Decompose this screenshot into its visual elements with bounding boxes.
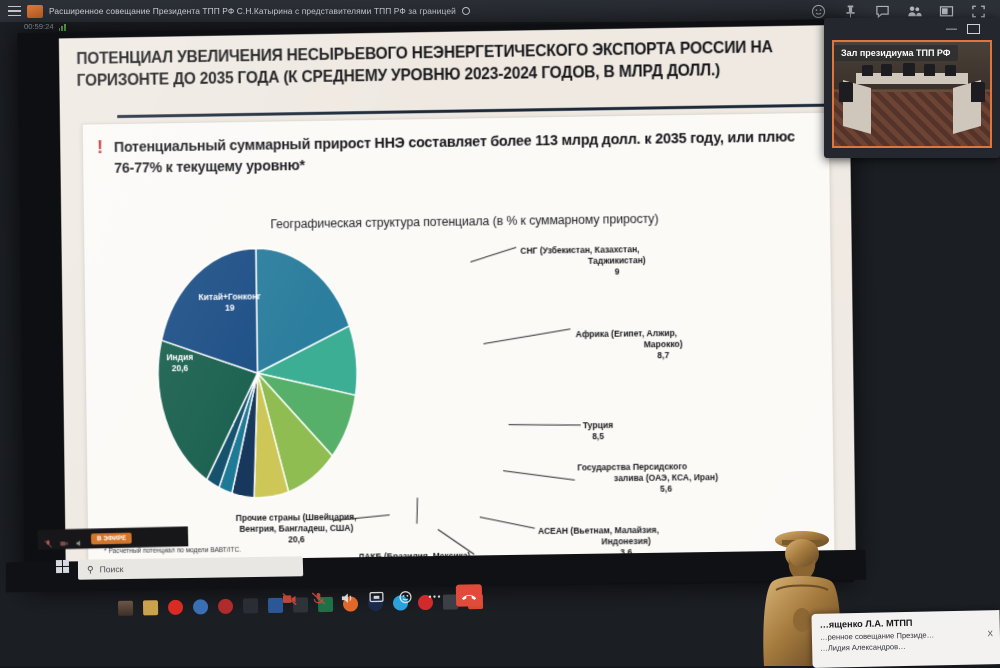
top-bar-actions	[811, 4, 994, 19]
camera-off-icon[interactable]	[59, 535, 68, 546]
callout-other: Прочие страны (Швейцария, Венгрия, Бангл…	[235, 511, 357, 545]
taskbar-app-edge[interactable]	[192, 598, 209, 615]
room-attendee	[971, 81, 986, 103]
slice-inside-label-china: Китай+Гонконг	[198, 291, 261, 302]
callout-gulf: Государства Персидского залива (ОАЭ, КСА…	[577, 461, 719, 495]
leader-line-asean	[479, 516, 535, 529]
pip-minimize-button[interactable]: —	[946, 22, 957, 35]
pie-slice	[257, 326, 357, 397]
leader-line-lacb	[416, 497, 418, 524]
layout-icon[interactable]	[939, 4, 954, 18]
pip-video-feed[interactable]	[832, 40, 992, 148]
pie-slice	[217, 373, 259, 493]
shared-screen-monitor: ПОТЕНЦИАЛ УВЕЛИЧЕНИЯ НЕСЫРЬЕВОГО НЕЭНЕРГ…	[17, 18, 856, 590]
reaction-icon[interactable]	[811, 4, 826, 19]
emoji-button[interactable]	[398, 590, 413, 603]
pie-slice	[256, 247, 350, 373]
search-placeholder: Поиск	[99, 564, 124, 575]
leader-line-turkey	[508, 424, 581, 426]
room-attendee	[924, 63, 936, 77]
pie-chart-svg: Китай+Гонконг 19 Индия 20,6	[122, 242, 394, 505]
mic-muted-icon[interactable]	[44, 535, 53, 544]
menu-icon[interactable]	[8, 5, 21, 17]
leader-line-gulf	[503, 470, 575, 481]
participants-icon[interactable]	[907, 4, 922, 18]
callout-cis: СНГ (Узбекистан, Казахстан, Таджикистан)…	[520, 244, 646, 277]
signal-strength-icon	[58, 23, 66, 31]
room-attendee	[838, 81, 853, 103]
volume-icon[interactable]	[75, 534, 84, 546]
conference-control-bar	[282, 584, 483, 609]
taskbar-app-explorer[interactable]	[142, 599, 159, 615]
chart-title: Географическая структура потенциала (в %…	[270, 211, 659, 232]
search-icon: ⚲	[86, 564, 94, 575]
slide-content-card: ! Потенциальный суммарный прирост ННЭ со…	[81, 111, 836, 575]
chat-icon[interactable]	[875, 4, 890, 19]
slide-footnote: * Расчетный потенциал по модели ВАВТ/ITC…	[104, 546, 241, 556]
record-icon[interactable]	[461, 7, 470, 15]
taskbar-app-media[interactable]	[217, 598, 234, 614]
slice-inside-label-india: Индия	[166, 352, 193, 362]
pie-slice	[205, 373, 259, 488]
pie-slice	[257, 372, 356, 457]
fullscreen-icon[interactable]	[971, 4, 986, 18]
camera-off-button[interactable]	[282, 592, 297, 605]
room-attendee	[880, 63, 892, 77]
live-badge: В ЭФИРЕ	[90, 532, 133, 545]
share-screen-button[interactable]	[369, 590, 384, 603]
pie-slice	[257, 372, 332, 492]
taskbar-app-office[interactable]	[267, 597, 284, 613]
notification-close-icon[interactable]: X	[987, 629, 994, 639]
slice-inside-value-india: 20,6	[172, 363, 189, 373]
taskbar-app-opera[interactable]	[167, 599, 184, 615]
meeting-title: Расширенное совещание Президента ТПП РФ …	[49, 6, 456, 16]
pin-icon[interactable]	[843, 4, 858, 18]
slice-inside-value-china: 19	[225, 303, 235, 313]
exclamation-icon: !	[96, 137, 104, 159]
notification-line-3: …Лидия Александров…	[820, 642, 906, 653]
pip-window-bar: —	[824, 18, 1000, 40]
pip-window[interactable]: — Зал президиума ТПП РФ	[824, 18, 1000, 158]
pie-chart: Китай+Гонконг 19 Индия 20,6	[122, 242, 394, 505]
mic-off-button[interactable]	[311, 591, 326, 604]
pie-slice	[160, 248, 257, 374]
leader-line-cis	[470, 246, 517, 263]
room-attendee	[944, 64, 956, 77]
app-top-bar: Расширенное совещание Президента ТПП РФ …	[0, 0, 1000, 22]
pie-slices	[157, 247, 359, 499]
callout-africa: Африка (Египет, Алжир, Марокко) 8,7	[575, 327, 683, 361]
leader-line-africa	[483, 328, 571, 345]
windows-start-icon[interactable]	[55, 559, 70, 574]
room-attendee	[902, 62, 916, 77]
presentation-slide: ПОТЕНЦИАЛ УВЕЛИЧЕНИЯ НЕСЫРЬЕВОГО НЕЭНЕРГ…	[58, 24, 856, 576]
taskbar-app-ps[interactable]	[242, 597, 259, 614]
notification-toast[interactable]: …ященко Л.А. МТПП …ренное совещание През…	[811, 610, 1000, 668]
key-callout-text: Потенциальный суммарный прирост ННЭ сост…	[113, 129, 796, 177]
stream-control-strip: В ЭФИРЕ	[37, 526, 189, 550]
more-options-button[interactable]	[427, 589, 442, 602]
slide-title: ПОТЕНЦИАЛ УВЕЛИЧЕНИЯ НЕСЫРЬЕВОГО НЕЭНЕРГ…	[76, 38, 773, 90]
room-table-far	[855, 73, 969, 84]
pip-caption: Зал президиума ТПП РФ	[834, 45, 958, 61]
end-call-button[interactable]	[455, 584, 483, 607]
pie-slice	[158, 339, 259, 480]
taskbar-search-input[interactable]: ⚲ Поиск	[77, 556, 304, 580]
key-callout: ! Потенциальный суммарный прирост ННЭ со…	[97, 127, 813, 179]
meeting-thumbnail	[27, 4, 43, 18]
pie-slice	[252, 373, 288, 498]
meeting-timer-row: 00:59:24	[24, 22, 66, 31]
meeting-timer: 00:59:24	[24, 22, 54, 31]
room-attendee	[862, 64, 873, 77]
pip-restore-button[interactable]	[967, 24, 980, 34]
pie-slice	[230, 373, 259, 498]
callout-turkey: Турция 8,5	[582, 419, 614, 442]
volume-button[interactable]	[340, 591, 355, 604]
notification-title: …ященко Л.А. МТПП	[819, 617, 913, 630]
taskbar-app-photo[interactable]	[117, 600, 134, 616]
